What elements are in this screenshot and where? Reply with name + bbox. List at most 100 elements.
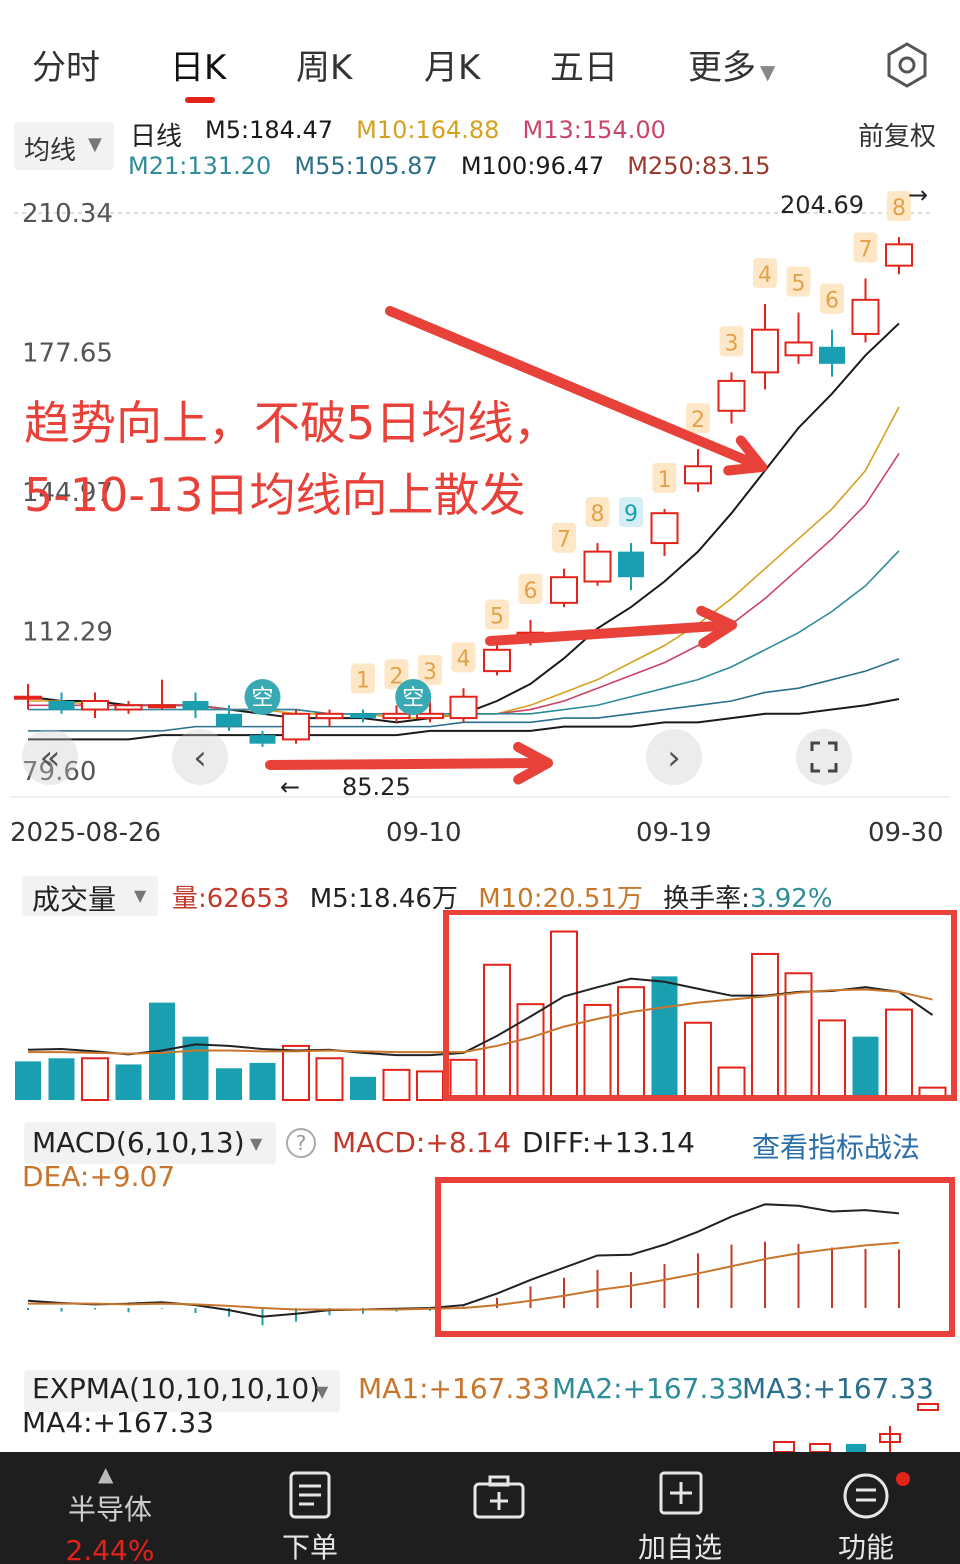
volume-m5: M5:18.46万 <box>309 884 458 914</box>
td-label: 8 <box>591 502 605 527</box>
dea-line <box>28 1241 900 1311</box>
td-label: 7 <box>557 528 571 553</box>
td-label-badge <box>652 462 677 493</box>
expma-ma4: MA4:+167.33 <box>22 1406 214 1439</box>
arrow-right-icon: → <box>908 185 928 209</box>
volume-indicator-select[interactable]: 成交量 ▼ <box>22 876 158 916</box>
order-button[interactable]: 下单 <box>250 1452 370 1564</box>
sector-quote-button[interactable]: ▲ 半导体 2.44% <box>20 1452 200 1564</box>
chevron-down-icon: ▼ <box>88 134 102 155</box>
high-price-label: 204.69 <box>780 191 864 219</box>
settings-hexagon-icon[interactable] <box>884 42 930 88</box>
td-label: 3 <box>423 660 437 685</box>
chart-nav-button <box>22 729 78 785</box>
annotation-arrow-head <box>513 741 553 785</box>
td-label-badge <box>887 191 911 222</box>
indicator-select[interactable]: 均线 ▼ <box>14 122 114 170</box>
tab-five-day[interactable]: 五日 <box>550 48 618 88</box>
td-label: 1 <box>356 669 370 694</box>
expma-ma3: MA3:+167.33 <box>742 1372 934 1405</box>
volume-bar <box>818 1019 846 1101</box>
tab-weekly-k[interactable]: 周K <box>296 48 353 88</box>
ma-value: M10:164.88 <box>356 116 500 144</box>
td-label: 5 <box>490 605 504 630</box>
annotation-arrow <box>485 620 737 646</box>
expma-candle-preview <box>773 1403 939 1452</box>
sector-change: 2.44% <box>65 1534 155 1564</box>
td-label-badge <box>753 258 777 289</box>
ma-value: M5:184.47 <box>205 116 334 144</box>
candlestick-chart[interactable]: 210.34177.65144.97112.2979.6012345678912… <box>0 185 960 855</box>
ma-value: M250:83.15 <box>627 152 771 180</box>
highlight-box <box>435 1177 955 1337</box>
volume-bar <box>350 1076 376 1100</box>
transfer-button[interactable] <box>440 1452 560 1564</box>
volume-bar <box>684 1021 712 1101</box>
chevron-up-icon: ▲ <box>98 1462 114 1486</box>
volume-bar <box>115 1064 142 1100</box>
volume-bar <box>550 930 578 1101</box>
short-signal-badge <box>244 679 281 715</box>
td-label: 5 <box>792 272 806 297</box>
help-icon[interactable]: ? <box>286 1128 316 1158</box>
expma-candle <box>846 1444 866 1452</box>
annotation-arrow <box>385 306 767 472</box>
volume-bar <box>182 1036 209 1100</box>
view-indicator-strategy-link[interactable]: 查看指标战法 <box>752 1131 921 1164</box>
macd-chart[interactable] <box>0 1150 960 1350</box>
functions-button[interactable]: 功能 <box>806 1452 926 1564</box>
td-label-badge <box>786 266 811 297</box>
td-label-badge <box>853 232 878 263</box>
ma-value: M21:131.20 <box>128 152 272 180</box>
candle-body <box>315 712 344 720</box>
price-adjust-button[interactable]: 前复权 <box>858 122 937 152</box>
td-label-badge <box>418 655 442 686</box>
volume-chart[interactable] <box>0 910 960 1110</box>
macd-title: MACD(6,10,13) <box>32 1126 245 1159</box>
candle-body <box>350 713 376 719</box>
bottom-action-bar: ▲ 半导体 2.44% 下单 加自选 <box>0 1452 960 1564</box>
x-axis-tick-label: 09-19 <box>636 818 712 848</box>
candle-body <box>851 298 880 335</box>
period-label: 日线 <box>130 122 183 152</box>
volume-bar <box>48 1058 75 1100</box>
candle-body <box>382 712 411 720</box>
ma-legend-row-2: M21:131.20 M55:105.87 M100:96.47 M250:83… <box>128 152 771 180</box>
annotation-arrow-head <box>696 605 737 649</box>
fullscreen-icon <box>810 741 838 773</box>
chevron-left-icon: ‹ <box>193 738 207 778</box>
candle-body <box>14 695 42 700</box>
y-axis-tick-label: 210.34 <box>22 199 113 229</box>
candle-body <box>583 550 612 583</box>
x-axis-tick-label: 09-10 <box>386 818 462 848</box>
tab-monthly-k[interactable]: 月K <box>424 48 481 88</box>
chevron-down-icon: ▼ <box>316 1382 329 1401</box>
notification-dot <box>896 1472 910 1486</box>
ma-value: M100:96.47 <box>460 152 605 180</box>
volume-m10: M10:20.51万 <box>478 884 643 914</box>
td-label: 7 <box>859 237 873 262</box>
annotation-arrow <box>265 758 553 770</box>
highlight-box <box>443 910 957 1101</box>
volume-bar <box>885 1008 913 1101</box>
tab-more[interactable]: 更多 ▼ <box>688 40 775 89</box>
candle-body <box>618 551 644 578</box>
annotation-arrow-head <box>723 435 767 476</box>
dea-value: DEA:+9.07 <box>22 1160 176 1193</box>
expma-indicator-select[interactable]: EXPMA(10,10,10,10) ▼ <box>24 1370 340 1412</box>
candle-body <box>819 346 845 364</box>
tab-more-label: 更多 <box>688 48 756 88</box>
briefcase-plus-icon <box>473 1475 525 1519</box>
y-axis-tick-label: 79.60 <box>22 757 96 787</box>
ma-legend-row-1: M5:184.47 M10:164.88 M13:154.00 <box>205 116 666 144</box>
td-label: 3 <box>725 331 739 356</box>
macd-indicator-select[interactable]: MACD(6,10,13) ▼ <box>24 1122 276 1164</box>
chevron-down-icon: ▼ <box>250 1134 263 1153</box>
tab-daily-k[interactable]: 日K <box>170 48 227 88</box>
tab-intraday[interactable]: 分时 <box>32 48 100 88</box>
short-signal-badge <box>395 679 432 715</box>
y-axis-tick-label: 144.97 <box>22 478 113 508</box>
add-watchlist-button[interactable]: 加自选 <box>620 1452 740 1564</box>
volume-value: 量:62653 <box>172 884 290 914</box>
candle-body <box>282 712 310 741</box>
